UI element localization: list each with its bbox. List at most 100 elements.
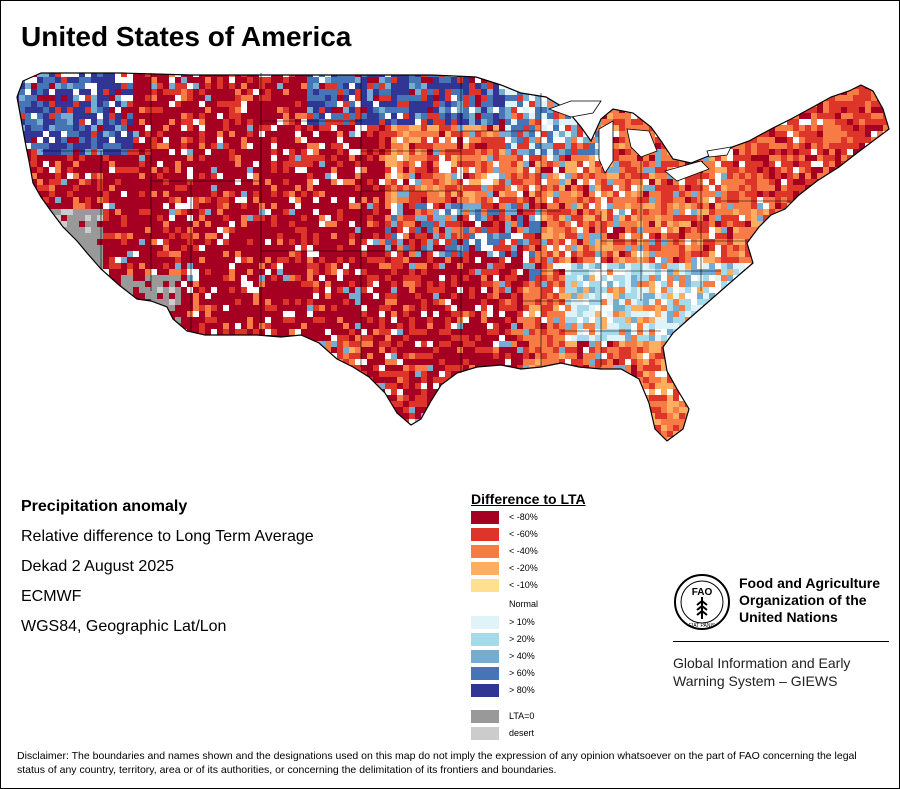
anomaly-cell xyxy=(85,173,91,179)
anomaly-cell xyxy=(637,173,643,179)
anomaly-cell xyxy=(643,107,649,113)
anomaly-cell xyxy=(715,125,721,131)
anomaly-cell xyxy=(445,269,451,275)
anomaly-cell xyxy=(889,101,895,107)
anomaly-cell xyxy=(307,125,313,131)
anomaly-cell xyxy=(793,119,799,125)
anomaly-cell xyxy=(169,155,175,161)
anomaly-cell xyxy=(469,143,475,149)
anomaly-cell xyxy=(31,191,37,197)
anomaly-cell xyxy=(481,197,487,203)
anomaly-cell xyxy=(853,119,859,125)
anomaly-cell xyxy=(373,161,379,167)
anomaly-cell xyxy=(79,101,85,107)
anomaly-cell xyxy=(373,227,379,233)
anomaly-cell xyxy=(49,221,55,227)
anomaly-cell xyxy=(397,113,403,119)
anomaly-cell xyxy=(661,173,667,179)
anomaly-cell xyxy=(451,251,457,257)
anomaly-cell xyxy=(511,263,517,269)
anomaly-cell xyxy=(559,251,565,257)
anomaly-cell xyxy=(289,173,295,179)
anomaly-cell xyxy=(685,215,691,221)
anomaly-cell xyxy=(79,131,85,137)
anomaly-cell xyxy=(865,251,871,257)
anomaly-cell xyxy=(391,161,397,167)
anomaly-cell xyxy=(181,113,187,119)
anomaly-cell xyxy=(307,95,313,101)
anomaly-cell xyxy=(439,143,445,149)
anomaly-cell xyxy=(295,89,301,95)
anomaly-cell xyxy=(793,131,799,137)
anomaly-cell xyxy=(445,143,451,149)
anomaly-cell xyxy=(733,125,739,131)
anomaly-cell xyxy=(19,209,25,215)
anomaly-cell xyxy=(253,155,259,161)
anomaly-cell xyxy=(577,73,583,77)
anomaly-cell xyxy=(493,149,499,155)
anomaly-cell xyxy=(745,89,751,95)
anomaly-cell xyxy=(319,185,325,191)
anomaly-cell xyxy=(451,233,457,239)
anomaly-cell xyxy=(691,137,697,143)
anomaly-cell xyxy=(667,113,673,119)
anomaly-cell xyxy=(67,125,73,131)
anomaly-cell xyxy=(463,77,469,83)
anomaly-cell xyxy=(889,95,895,101)
anomaly-cell xyxy=(97,149,103,155)
anomaly-cell xyxy=(241,263,247,269)
anomaly-cell xyxy=(169,179,175,185)
anomaly-cell xyxy=(85,233,91,239)
anomaly-cell xyxy=(217,107,223,113)
anomaly-cell xyxy=(775,95,781,101)
anomaly-cell xyxy=(427,113,433,119)
anomaly-cell xyxy=(115,233,121,239)
anomaly-cell xyxy=(157,215,163,221)
anomaly-cell xyxy=(679,191,685,197)
anomaly-cell xyxy=(313,251,319,257)
anomaly-cell xyxy=(805,155,811,161)
anomaly-cell xyxy=(199,113,205,119)
anomaly-cell xyxy=(883,239,889,245)
anomaly-cell xyxy=(181,143,187,149)
anomaly-cell xyxy=(595,257,601,263)
anomaly-cell xyxy=(511,185,517,191)
anomaly-cell xyxy=(163,197,169,203)
anomaly-cell xyxy=(325,155,331,161)
anomaly-cell xyxy=(373,155,379,161)
anomaly-cell xyxy=(595,77,601,83)
anomaly-cell xyxy=(559,191,565,197)
anomaly-cell xyxy=(595,191,601,197)
anomaly-cell xyxy=(349,173,355,179)
anomaly-cell xyxy=(469,179,475,185)
anomaly-cell xyxy=(823,221,829,227)
anomaly-cell xyxy=(535,245,541,251)
anomaly-cell xyxy=(121,149,127,155)
anomaly-cell xyxy=(553,125,559,131)
anomaly-cell xyxy=(331,143,337,149)
anomaly-cell xyxy=(433,149,439,155)
anomaly-cell xyxy=(391,239,397,245)
anomaly-cell xyxy=(433,239,439,245)
anomaly-cell xyxy=(727,263,733,269)
anomaly-cell xyxy=(421,73,427,77)
anomaly-cell xyxy=(211,215,217,221)
anomaly-cell xyxy=(301,89,307,95)
anomaly-cell xyxy=(427,221,433,227)
anomaly-cell xyxy=(295,251,301,257)
anomaly-cell xyxy=(499,101,505,107)
anomaly-cell xyxy=(823,149,829,155)
anomaly-cell xyxy=(619,239,625,245)
anomaly-cell xyxy=(97,197,103,203)
anomaly-cell xyxy=(277,161,283,167)
anomaly-cell xyxy=(391,197,397,203)
anomaly-cell xyxy=(295,149,301,155)
anomaly-cell xyxy=(415,155,421,161)
anomaly-cell xyxy=(565,137,571,143)
anomaly-cell xyxy=(31,209,37,215)
anomaly-cell xyxy=(835,221,841,227)
anomaly-cell xyxy=(199,107,205,113)
anomaly-cell xyxy=(427,161,433,167)
anomaly-cell xyxy=(835,125,841,131)
anomaly-cell xyxy=(349,221,355,227)
